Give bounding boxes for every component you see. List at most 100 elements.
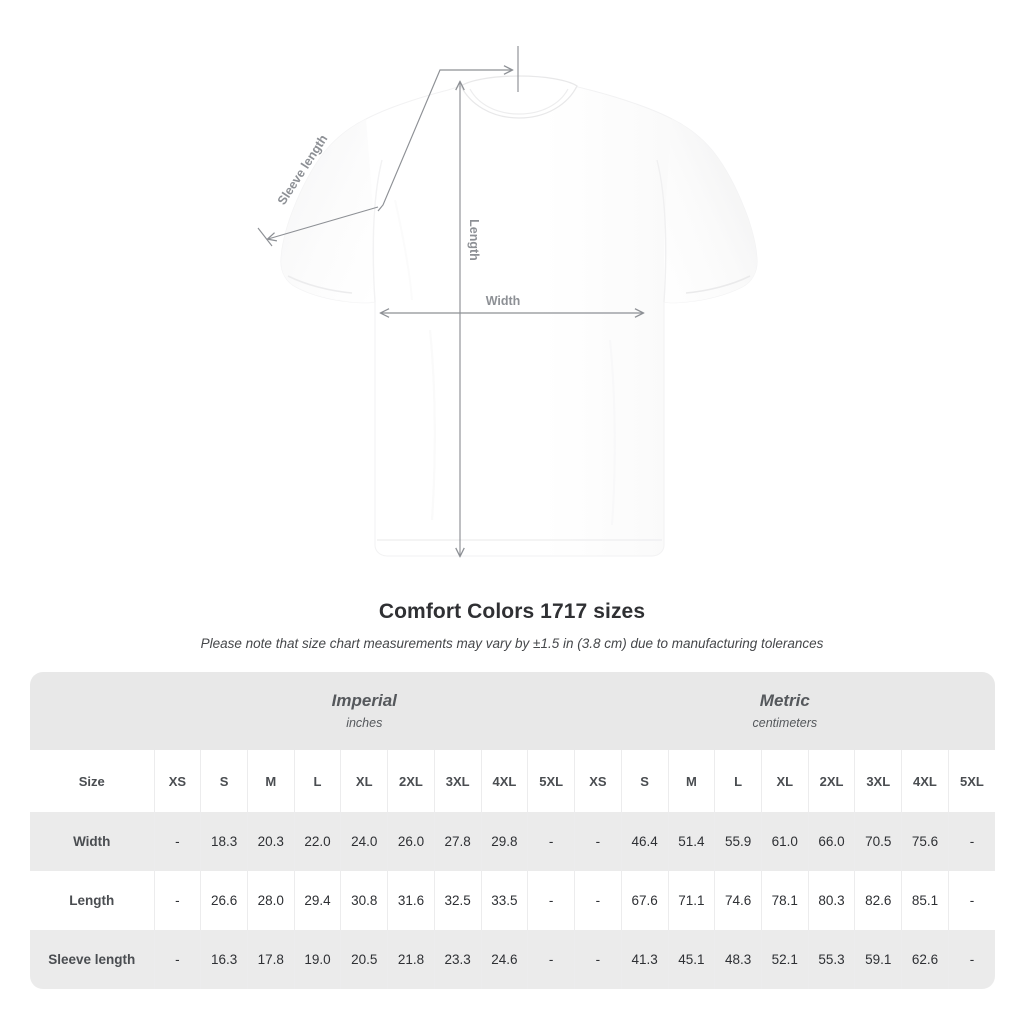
cell-length-imperial-2xl: 31.6 xyxy=(387,871,435,930)
cell-sleeve-length-imperial-4xl: 24.6 xyxy=(480,930,528,989)
cell-width-metric-3xl: 70.5 xyxy=(854,812,902,871)
size-chart-table: Imperial inches Metric centimeters Size … xyxy=(30,672,996,989)
cell-length-metric-xl: 78.1 xyxy=(760,871,809,930)
width-label: Width xyxy=(486,294,521,308)
size-header-row: Size XS S M L XL 2XL 3XL 4XL 5XL XS S M L XL 2XL 3XL 4XL… xyxy=(30,750,996,812)
cell-length-metric-s: 67.6 xyxy=(620,871,668,930)
unit-group-imperial: Imperial inches xyxy=(154,672,575,750)
column-header-metric-4xl: 4XL xyxy=(901,750,949,812)
column-header-metric-3xl: 3XL xyxy=(854,750,902,812)
column-header-imperial-2xl: 2XL xyxy=(387,750,435,812)
cell-length-metric-5xl: - xyxy=(947,871,996,930)
unit-group-imperial-sub: inches xyxy=(346,716,383,730)
cell-width-imperial-2xl: 26.0 xyxy=(387,812,435,871)
cell-width-imperial-m: 20.3 xyxy=(246,812,295,871)
cell-length-imperial-s: 26.6 xyxy=(200,871,248,930)
cell-width-metric-m: 51.4 xyxy=(667,812,715,871)
column-header-imperial-m: M xyxy=(246,750,295,812)
cell-sleeve-length-metric-s: 41.3 xyxy=(620,930,668,989)
column-header-metric-l: L xyxy=(714,750,762,812)
tshirt-measurement-diagram: Sleeve length Length Width xyxy=(257,46,758,580)
cell-width-imperial-l: 22.0 xyxy=(293,812,341,871)
cell-width-metric-4xl: 75.6 xyxy=(901,812,949,871)
size-table-container: Imperial inches Metric centimeters Size … xyxy=(30,672,996,989)
tshirt-right-sleeve-shade xyxy=(664,119,757,303)
column-header-size: Size xyxy=(30,750,154,812)
tshirt-fold-2 xyxy=(608,339,616,526)
tshirt-graphic xyxy=(280,75,758,557)
tshirt-left-armhole xyxy=(372,159,383,303)
page-title: Comfort Colors 1717 sizes xyxy=(378,600,646,623)
tshirt-right-armhole xyxy=(656,159,667,303)
row-header-sleeve-length: Sleeve length xyxy=(30,930,154,989)
table-row: Sleeve length -16.3 17.8 19.0 20.5 21.8 23.3 24… xyxy=(30,930,996,989)
sleeve-top-leader xyxy=(377,70,512,212)
cell-width-metric-xl: 61.0 xyxy=(760,812,809,871)
tshirt-left-sleeve-shade xyxy=(281,119,375,303)
cell-width-imperial-s: 18.3 xyxy=(200,812,248,871)
cell-sleeve-length-imperial-xs: - xyxy=(153,930,201,989)
cell-length-imperial-5xl: - xyxy=(527,871,575,930)
cell-sleeve-length-metric-2xl: 55.3 xyxy=(807,930,855,989)
cell-sleeve-length-imperial-3xl: 23.3 xyxy=(433,930,482,989)
table-head: Imperial inches Metric centimeters Size … xyxy=(30,672,996,812)
cell-sleeve-length-imperial-2xl: 21.8 xyxy=(387,930,435,989)
cell-sleeve-length-metric-xl: 52.1 xyxy=(760,930,809,989)
table-row: Length -26.6 28.0 29.4 30.8 31.6 32.5 33.5- -67.… xyxy=(30,871,996,930)
column-header-metric-xl: XL xyxy=(760,750,809,812)
cell-length-imperial-l: 29.4 xyxy=(293,871,341,930)
table-body: Width -18.3 20.3 22.0 24.0 26.0 27.8 29.8- -46.4… xyxy=(30,812,996,989)
column-header-imperial-4xl: 4XL xyxy=(480,750,528,812)
cell-length-metric-l: 74.6 xyxy=(714,871,762,930)
unit-group-metric-sub: centimeters xyxy=(752,716,818,730)
unit-group-row: Imperial inches Metric centimeters xyxy=(30,672,996,750)
cell-width-imperial-5xl: - xyxy=(527,812,575,871)
unit-group-imperial-name: Imperial xyxy=(331,691,397,710)
cell-width-metric-5xl: - xyxy=(947,812,996,871)
cell-width-metric-xs: - xyxy=(574,812,622,871)
cell-sleeve-length-imperial-m: 17.8 xyxy=(246,930,295,989)
column-header-metric-2xl: 2XL xyxy=(807,750,855,812)
cell-length-metric-3xl: 82.6 xyxy=(854,871,902,930)
unit-group-metric: Metric centimeters xyxy=(574,672,996,750)
column-header-metric-m: M xyxy=(667,750,715,812)
column-header-imperial-xs: XS xyxy=(153,750,201,812)
cell-length-metric-2xl: 80.3 xyxy=(807,871,855,930)
tshirt-left-sleeve-hem xyxy=(287,275,353,294)
cell-length-imperial-4xl: 33.5 xyxy=(480,871,528,930)
tshirt-fold-3 xyxy=(394,199,413,301)
sleeve-length-end-tick xyxy=(257,227,273,247)
tshirt-fold-1 xyxy=(428,329,436,521)
cell-sleeve-length-imperial-xl: 20.5 xyxy=(340,930,388,989)
cell-length-imperial-xl: 30.8 xyxy=(340,871,388,930)
unit-corner-cell xyxy=(30,672,154,750)
cell-width-imperial-xl: 24.0 xyxy=(340,812,388,871)
column-header-imperial-xl: XL xyxy=(340,750,388,812)
column-header-imperial-s: S xyxy=(200,750,248,812)
cell-width-metric-s: 46.4 xyxy=(620,812,668,871)
cell-sleeve-length-metric-3xl: 59.1 xyxy=(854,930,902,989)
tolerance-note: Please note that size chart measurements… xyxy=(200,636,824,651)
cell-width-metric-2xl: 66.0 xyxy=(807,812,855,871)
cell-sleeve-length-metric-4xl: 62.6 xyxy=(901,930,949,989)
column-header-imperial-5xl: 5XL xyxy=(527,750,575,812)
row-header-width: Width xyxy=(30,812,154,871)
sleeve-length-line xyxy=(268,206,379,239)
cell-width-metric-l: 55.9 xyxy=(714,812,762,871)
cell-length-imperial-3xl: 32.5 xyxy=(433,871,482,930)
tshirt-collar-inner xyxy=(469,88,569,115)
row-header-length: Length xyxy=(30,871,154,930)
cell-sleeve-length-metric-m: 45.1 xyxy=(667,930,715,989)
cell-width-imperial-xs: - xyxy=(153,812,201,871)
cell-length-imperial-m: 28.0 xyxy=(246,871,295,930)
table-row: Width -18.3 20.3 22.0 24.0 26.0 27.8 29.8- -46.4… xyxy=(30,812,996,871)
unit-group-metric-name: Metric xyxy=(759,691,810,710)
cell-sleeve-length-imperial-5xl: - xyxy=(527,930,575,989)
column-header-imperial-3xl: 3XL xyxy=(433,750,482,812)
cell-sleeve-length-imperial-s: 16.3 xyxy=(200,930,248,989)
column-header-metric-s: S xyxy=(620,750,668,812)
cell-length-metric-4xl: 85.1 xyxy=(901,871,949,930)
title-block: Comfort Colors 1717 sizes Please note th… xyxy=(0,598,1024,653)
cell-length-imperial-xs: - xyxy=(153,871,201,930)
